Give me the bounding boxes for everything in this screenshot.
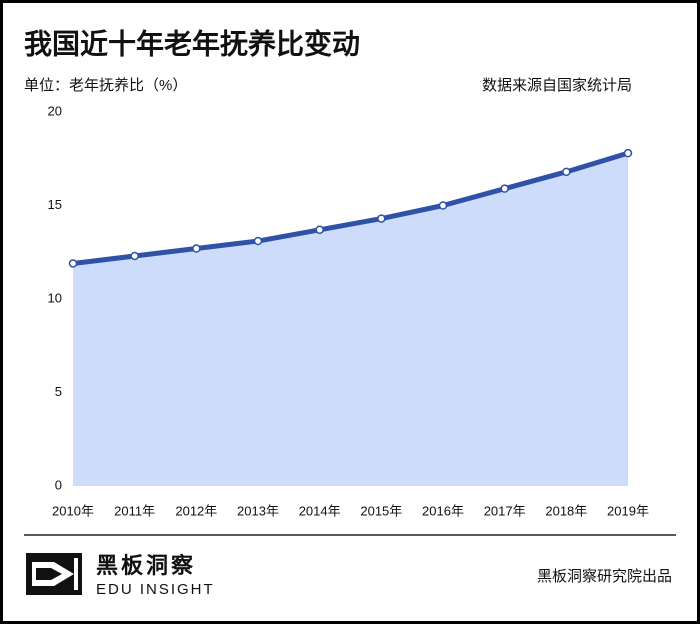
line [72,150,629,266]
point [130,251,139,261]
source-note: 数据来源自国家统计局 [482,77,632,94]
x-tick-label: 2010年 [52,503,94,518]
point [623,148,633,158]
chart-title: 我国近十年老年抚养比变动 [24,27,360,59]
x-tick-label: 2017年 [484,503,526,518]
brand-name: 黑板洞察 [96,553,196,578]
credit: 黑板洞察研究院出品 [537,567,672,585]
x-tick-label: 2015年 [360,503,402,518]
y-tick-label: 5 [55,384,62,399]
point [438,201,448,210]
x-tick-label: 2013年 [237,503,279,518]
chart-subtitle: 单位：老年抚养比（%） [24,77,187,94]
x-tick-label: 2012年 [175,503,217,518]
x-tick-label: 2019年 [607,503,649,518]
y-tick-label: 15 [48,197,62,212]
point [562,167,571,177]
point [192,244,201,253]
y-tick-label: 10 [48,290,62,305]
x-tick-label: 2018年 [545,503,587,518]
point [377,214,386,223]
y-tick-label: 0 [55,477,62,492]
point [253,236,263,246]
area [73,153,628,486]
point [315,225,324,235]
x-tick-label: 2014年 [299,503,341,518]
y-tick-label: 20 [48,103,62,118]
point [500,184,509,193]
x-tick-label: 2016年 [422,503,464,518]
x-tick-label: 2011年 [114,503,155,518]
logo-icon [26,553,82,595]
brand-name-en: EDU INSIGHT [96,581,215,598]
point [68,259,78,268]
